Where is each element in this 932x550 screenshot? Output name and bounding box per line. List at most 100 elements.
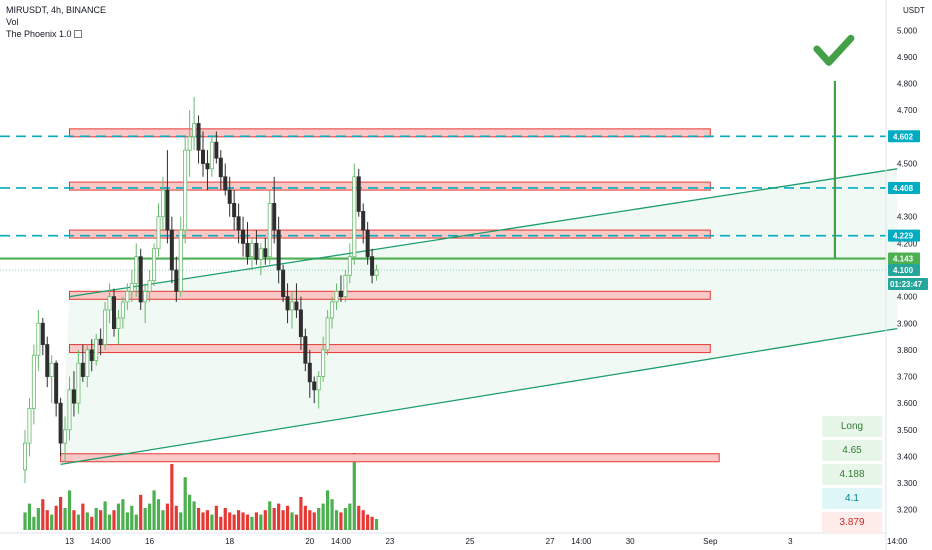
- volume-bar: [339, 512, 343, 530]
- candle-body: [236, 216, 241, 231]
- candle-body: [254, 242, 259, 260]
- candle-body: [223, 176, 228, 191]
- candle-body: [22, 442, 27, 471]
- candle-body: [138, 256, 143, 303]
- x-tick-label: 3: [788, 537, 793, 546]
- candle-body: [125, 290, 130, 303]
- candle-body: [249, 242, 254, 258]
- volume-bar: [45, 510, 49, 530]
- candle-body: [232, 203, 237, 218]
- volume-bar: [241, 512, 245, 530]
- volume-bar: [148, 503, 152, 530]
- channel-lower-line: [60, 327, 898, 466]
- volume-bar: [357, 505, 361, 530]
- candle-body: [94, 338, 99, 361]
- x-tick-label: 27: [546, 537, 555, 546]
- volume-bar: [281, 510, 285, 530]
- resistance-zone-1: [69, 181, 711, 191]
- y-tick-label: 4.700: [897, 106, 918, 115]
- y-tick-label: 3.600: [897, 399, 918, 408]
- candle-body: [112, 296, 117, 329]
- candle-body: [294, 301, 299, 311]
- volume-bar: [54, 505, 58, 530]
- volume-bar: [343, 508, 347, 530]
- volume-bar: [72, 510, 76, 530]
- volume-bar: [188, 494, 192, 530]
- candle-body: [89, 349, 94, 361]
- volume-bar: [41, 499, 45, 530]
- candle-body: [281, 269, 286, 298]
- signal-tile-1: 4.65: [822, 440, 882, 461]
- candle-body: [98, 338, 103, 345]
- candle-body: [63, 429, 68, 444]
- candle-body: [40, 322, 45, 345]
- candle-body: [147, 280, 152, 292]
- signal-tile-3: 4.1: [822, 488, 882, 509]
- volume-indicator-label: Vol: [6, 17, 19, 27]
- volume-bar: [277, 503, 281, 530]
- volume-bar: [196, 508, 201, 530]
- volume-bar: [321, 503, 325, 530]
- candle-body: [49, 362, 54, 377]
- x-tick-label: 30: [626, 537, 635, 546]
- y-tick-label: 3.800: [897, 346, 918, 355]
- candle-body: [227, 189, 232, 204]
- candle-body: [298, 309, 303, 337]
- candle-body: [205, 163, 210, 170]
- volume-bar: [107, 514, 112, 530]
- volume-bar: [32, 516, 36, 530]
- candle-body: [31, 354, 36, 409]
- volume-bar: [370, 516, 374, 530]
- y-tick-label: 3.400: [897, 452, 918, 461]
- volume-bar: [268, 501, 272, 530]
- candle-body: [58, 402, 63, 444]
- candle-body: [267, 203, 272, 258]
- volume-bar: [192, 501, 196, 530]
- countdown-badge: [888, 278, 928, 290]
- candle-body: [365, 229, 370, 258]
- volume-bar: [183, 477, 187, 530]
- volume-bar: [366, 514, 370, 530]
- candle-body: [85, 349, 90, 377]
- candle-body: [107, 296, 112, 311]
- volume-bar: [272, 508, 276, 530]
- candle-body: [334, 290, 339, 303]
- candle-body: [134, 256, 139, 284]
- volume-bar: [50, 514, 54, 530]
- volume-bar: [294, 514, 299, 530]
- volume-bar: [326, 490, 330, 530]
- y-tick-label: 5.000: [897, 26, 918, 35]
- volume-bar: [179, 512, 183, 530]
- y-tick-label: 3.900: [897, 319, 918, 328]
- candle-body: [143, 290, 148, 303]
- price-badge-label: 4.602: [893, 132, 914, 141]
- x-tick-label: 14:00: [571, 537, 592, 546]
- volume-bar: [174, 505, 178, 530]
- volume-bar: [254, 512, 258, 530]
- price-badge-label: 4.229: [893, 232, 914, 241]
- x-tick-label: 20: [305, 537, 314, 546]
- volume-bar: [299, 497, 303, 530]
- volume-bar: [361, 510, 365, 530]
- volume-bar: [139, 494, 143, 530]
- volume-bar: [76, 514, 80, 530]
- price-badge-2: [888, 229, 920, 242]
- candle-body: [338, 290, 343, 298]
- indicator-settings-icon[interactable]: [74, 30, 83, 38]
- volume-bar: [201, 512, 205, 530]
- volume-bar: [352, 453, 356, 530]
- x-tick-label: 14:00: [331, 537, 352, 546]
- volume-bar: [90, 516, 94, 530]
- candle-body: [200, 149, 205, 164]
- candle-body: [71, 389, 76, 404]
- candle-body: [169, 229, 174, 271]
- volume-bar: [81, 503, 85, 530]
- x-tick-label: 14:00: [91, 537, 112, 546]
- volume-bar: [59, 497, 63, 530]
- candle-body: [343, 274, 348, 298]
- volume-bar: [334, 510, 339, 530]
- candle-body: [80, 362, 85, 377]
- phoenix-indicator-label: The Phoenix 1.0: [6, 28, 106, 40]
- volume-bar: [94, 508, 98, 530]
